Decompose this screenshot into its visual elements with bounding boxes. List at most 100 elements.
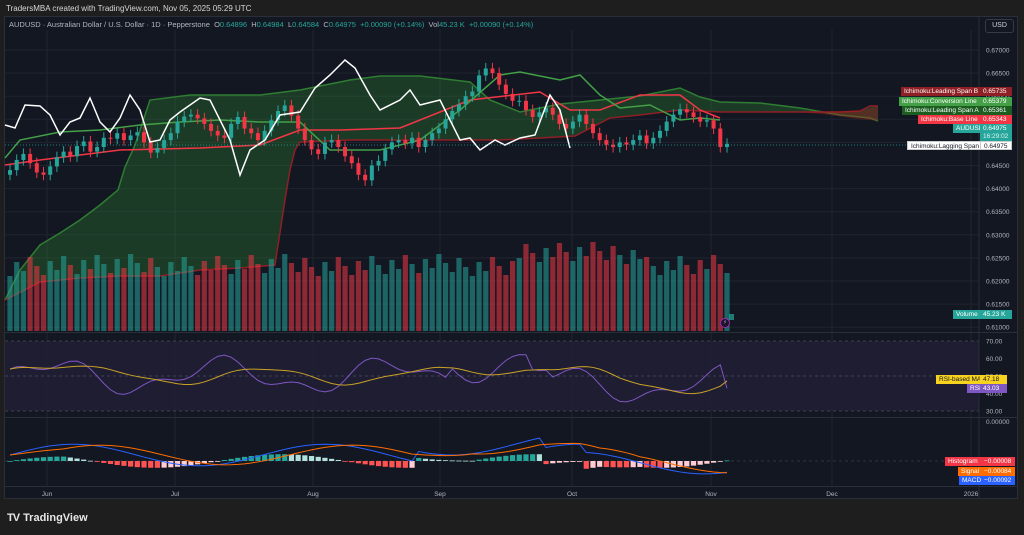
symbol-legend: AUDUSD · Australian Dollar / U.S. Dollar… (9, 20, 534, 29)
candle (128, 135, 133, 141)
volume-bar (168, 262, 174, 331)
volume-bar (375, 265, 382, 331)
volume-bar (107, 273, 114, 331)
candle (363, 174, 368, 181)
candle (242, 116, 247, 129)
candle (142, 132, 147, 143)
candle (115, 133, 120, 139)
candle (537, 112, 542, 117)
macd-histogram-bar (141, 461, 147, 468)
candle (691, 112, 696, 117)
tag-rsi-ma-value: 47.18 (980, 375, 1007, 384)
candle (631, 140, 636, 145)
volume-bar (174, 271, 181, 331)
macd-histogram-bar (114, 461, 120, 465)
volume-change-value: +0.00090 (+0.14%) (468, 20, 534, 29)
macd-histogram-bar (349, 461, 355, 463)
macd-histogram-bar (342, 461, 348, 462)
price-axis-label: 0.61000 (986, 325, 1010, 332)
macd-histogram-bar (107, 461, 114, 465)
macd-histogram-bar (489, 457, 496, 461)
rsi-axis-label: 30.00 (986, 409, 1003, 416)
tag-audusd-label: AUDUSD (953, 124, 987, 133)
volume-bar (409, 264, 415, 331)
macd-histogram-bar (442, 460, 449, 462)
volume-bar (40, 275, 47, 331)
volume-bar (188, 266, 194, 331)
volume-bar (215, 256, 221, 331)
volume-bar (141, 272, 147, 331)
ichimoku-base-line (4, 91, 721, 166)
candle (68, 151, 73, 157)
candle (483, 68, 488, 76)
macd-histogram-bar (496, 456, 502, 461)
macd-histogram-bar (724, 460, 730, 462)
pane-separator-volume-rsi[interactable] (5, 332, 1017, 333)
volume-bar (288, 263, 295, 331)
candle (235, 116, 240, 124)
macd-histogram-bar (154, 461, 161, 468)
macd-histogram-bar (704, 461, 710, 464)
volume-bar (610, 246, 616, 331)
macd-axis-label: 0.00000 (986, 419, 1010, 426)
volume-bar (456, 258, 462, 331)
macd-histogram-bar (315, 456, 321, 461)
volume-bar (576, 247, 583, 331)
pane-separator-rsi-macd[interactable] (5, 417, 1017, 418)
time-axis-label: Oct (567, 491, 577, 498)
macd-histogram-bar (27, 458, 33, 461)
tag-rsi-value: 43.03 (980, 384, 1007, 393)
volume-bar (61, 256, 67, 331)
currency-button[interactable]: USD (985, 19, 1014, 33)
dividend-event-icon[interactable]: ⚡ (720, 318, 730, 328)
macd-histogram-bar (617, 461, 623, 468)
volume-bar (724, 273, 730, 331)
tag-leading-span-a-label: Ichimoku:Leading Span A (902, 106, 982, 115)
volume-bar (295, 272, 301, 331)
candle (188, 114, 193, 117)
candle (302, 128, 307, 141)
volume-bar (114, 259, 120, 331)
tag-histogram-label: Histogram (945, 457, 981, 466)
tag-audusd-value: 0.64975 (980, 124, 1012, 133)
candle (725, 143, 729, 148)
candle (255, 133, 260, 141)
tag-macd-value: −0.00092 (981, 476, 1015, 485)
candle (222, 135, 227, 138)
candle (523, 100, 528, 111)
candle (617, 142, 622, 148)
tag-audusd-countdown: 16:29:02 (980, 132, 1012, 141)
volume-bar (134, 263, 140, 331)
macd-histogram-bar (603, 461, 609, 468)
tag-leading-span-a-value: 0.65361 (980, 106, 1012, 115)
volume-bar (81, 260, 87, 331)
price-axis-label: 0.64500 (986, 163, 1010, 170)
candle (209, 123, 214, 131)
volume-bar (704, 269, 710, 331)
time-axis-label: 2026 (964, 491, 979, 498)
macd-histogram-bar (262, 454, 268, 461)
macd-histogram-bar (429, 459, 435, 461)
macd-histogram-bar (690, 461, 697, 466)
macd-histogram-bar (509, 455, 516, 461)
macd-histogram-bar (67, 457, 73, 461)
volume-bar (154, 267, 161, 331)
macd-histogram-bar (302, 455, 308, 461)
candle (611, 144, 616, 148)
candle (202, 118, 207, 124)
volume-bar (87, 269, 94, 331)
macd-histogram-bar (362, 461, 368, 465)
candle (8, 170, 12, 175)
candle (671, 114, 676, 122)
candle (470, 91, 475, 97)
volume-bar (121, 268, 127, 331)
candle (276, 110, 281, 121)
macd-histogram-bar (288, 454, 295, 461)
tag-lagging-span-label: Ichimoku:Lagging Span (907, 141, 983, 150)
macd-histogram-bar (436, 459, 442, 461)
symbol-description[interactable]: AUDUSD · Australian Dollar / U.S. Dollar… (9, 20, 210, 29)
candle (597, 133, 602, 141)
macd-histogram-bar (181, 461, 187, 467)
candle (168, 133, 173, 141)
